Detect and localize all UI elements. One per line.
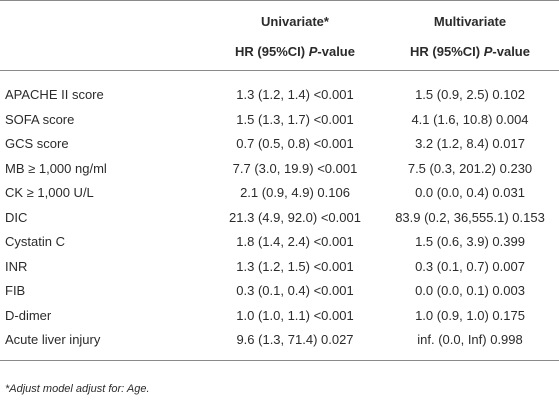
multivariate-cell: 1.5 (0.9, 2.5) 0.102 <box>415 87 525 102</box>
top-rule <box>0 0 559 1</box>
row-label: Acute liver injury <box>5 332 101 347</box>
univariate-cell: 0.3 (0.1, 0.4) <0.001 <box>236 283 354 298</box>
multivariate-cell: 1.5 (0.6, 3.9) 0.399 <box>415 234 525 249</box>
multivariate-cell: 4.1 (1.6, 10.8) 0.004 <box>411 111 529 127</box>
header-rule <box>0 70 559 71</box>
univariate-cell: 1.3 (1.2, 1.5) <0.001 <box>236 258 354 274</box>
row-label: D-dimer <box>5 307 52 323</box>
sub-header: HR (95%CI) P-value <box>235 44 355 60</box>
row-label: INR <box>5 258 28 274</box>
univariate-cell: 7.7 (3.0, 19.9) <0.001 <box>232 160 358 176</box>
p-suffix: -value <box>492 44 530 59</box>
p-suffix: -value <box>317 44 355 59</box>
univariate-cell: 1.5 (1.3, 1.7) <0.001 <box>236 111 354 127</box>
row-label: SOFA score <box>5 111 75 127</box>
multivariate-cell: 0.3 (0.1, 0.7) 0.007 <box>415 258 525 274</box>
p-label: P <box>308 44 318 59</box>
multivariate-cell: 1.0 (0.9, 1.0) 0.175 <box>415 307 525 323</box>
row-label: FIB <box>5 283 26 298</box>
multivariate-cell: 0.0 (0.0, 0.1) 0.003 <box>415 283 525 298</box>
univariate-cell: 1.3 (1.2, 1.4) <0.001 <box>236 87 354 102</box>
univariate-cell: 2.1 (0.9, 4.9) 0.106 <box>240 185 350 200</box>
sub-header: HR (95%CI) P-value <box>410 44 530 60</box>
group-header: Univariate* <box>261 14 329 29</box>
univariate-cell: 1.8 (1.4, 2.4) <0.001 <box>236 234 354 249</box>
row-label: Cystatin C <box>5 234 65 249</box>
univariate-cell: 21.3 (4.9, 92.0) <0.001 <box>229 209 361 225</box>
univariate-cell: 1.0 (1.0, 1.1) <0.001 <box>236 307 354 323</box>
row-label: DIC <box>5 209 28 225</box>
footnote: *Adjust model adjust for: Age. <box>5 383 150 395</box>
bottom-rule <box>0 360 559 361</box>
hr-label: HR (95%CI) <box>235 44 306 59</box>
row-label: APACHE II score <box>5 87 104 102</box>
multivariate-cell: 83.9 (0.2, 36,555.1) 0.153 <box>395 209 545 225</box>
group-header: Multivariate <box>433 14 507 29</box>
univariate-cell: 0.7 (0.5, 0.8) <0.001 <box>236 136 354 151</box>
multivariate-cell: 0.0 (0.0, 0.4) 0.031 <box>415 185 525 200</box>
multivariate-cell: 3.2 (1.2, 8.4) 0.017 <box>415 136 525 151</box>
row-label: CK ≥ 1,000 U/L <box>5 185 94 200</box>
multivariate-cell: inf. (0.0, Inf) 0.998 <box>417 332 523 347</box>
row-label: MB ≥ 1,000 ng/ml <box>5 160 107 176</box>
hr-label: HR (95%CI) <box>410 44 481 59</box>
univariate-cell: 9.6 (1.3, 71.4) 0.027 <box>236 332 354 347</box>
p-label: P <box>483 44 493 59</box>
multivariate-cell: 7.5 (0.3, 201.2) 0.230 <box>407 160 533 176</box>
row-label: GCS score <box>5 136 69 151</box>
